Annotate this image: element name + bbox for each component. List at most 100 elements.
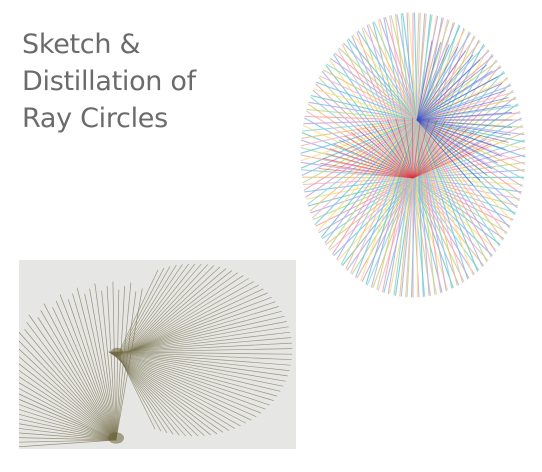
sketch-line [119, 351, 293, 355]
ray-line [412, 177, 489, 262]
ray-line [412, 169, 525, 179]
ray-line [302, 177, 414, 186]
distilled-ray-circles-svg [300, 12, 526, 298]
sketch-line [67, 299, 117, 441]
ray-line [416, 119, 492, 258]
ray-line [416, 12, 421, 121]
sketch-line [26, 321, 117, 441]
ray-line [416, 45, 486, 121]
sketch-line [116, 351, 290, 371]
sketch-line [55, 300, 117, 441]
ray-line [372, 177, 414, 289]
ray-core-line [322, 157, 414, 179]
sketch-line [19, 413, 117, 441]
ray-line [408, 12, 418, 121]
ray-line [379, 18, 418, 121]
sketch-line [109, 351, 211, 436]
ray-core-line [416, 119, 487, 176]
sketch-line [115, 285, 126, 441]
ray-line [416, 119, 496, 252]
ray-line [416, 119, 447, 292]
ray-core-line [416, 119, 506, 150]
ray-line [416, 119, 518, 209]
sketch-line [118, 269, 159, 353]
ray-core-line [371, 123, 414, 179]
sketch-line [110, 351, 205, 436]
ray-line [402, 13, 418, 121]
sketch-line [111, 351, 278, 397]
ray-line [356, 177, 414, 279]
ray-core-line [416, 119, 498, 164]
sketch-line [125, 264, 208, 353]
sketch-line [19, 382, 117, 441]
sketch-line [19, 340, 117, 441]
sketch-line [121, 265, 177, 353]
ray-line [313, 88, 418, 121]
sketch-line [117, 351, 291, 366]
ray-core-line [318, 168, 414, 179]
ray-line [416, 98, 517, 121]
ray-line [416, 119, 500, 247]
ray-line [390, 15, 418, 121]
ray-core-line [412, 117, 422, 179]
ray-line [347, 38, 418, 121]
ray-line [399, 119, 418, 297]
ray-core-line [416, 119, 513, 128]
ray-core-line [416, 83, 503, 121]
ray-line [416, 17, 444, 121]
sketch-line [24, 329, 117, 441]
sketch-line [119, 267, 165, 353]
sketch-line [110, 351, 199, 437]
sketch-line [112, 351, 281, 392]
ray-core-line [416, 119, 474, 186]
sketch-line [19, 393, 117, 441]
ray-line [416, 119, 504, 241]
ray-core-line [357, 128, 414, 179]
ray-line [376, 119, 418, 291]
ray-line [350, 119, 418, 274]
sketch-line [127, 270, 233, 353]
sketch-line [116, 351, 156, 430]
ray-line [345, 119, 418, 270]
ray-core-line [416, 119, 511, 136]
ray-line [412, 177, 420, 298]
sketch-line [108, 351, 247, 424]
sketch-line [19, 348, 117, 441]
ray-line [387, 119, 418, 295]
sketch-line [19, 409, 117, 441]
ray-line [416, 119, 464, 283]
ray-core-line [416, 42, 442, 121]
ray-core-line [412, 128, 468, 179]
ray-core-line [344, 135, 414, 179]
sketch-line [115, 351, 288, 377]
ray-line [416, 119, 507, 235]
ray-core-line [395, 118, 414, 179]
sketch-line [123, 326, 289, 353]
sketch-line [40, 310, 117, 441]
sketch-line [122, 264, 183, 353]
ray-line [302, 119, 418, 132]
sketch-line [123, 263, 189, 353]
sketch-line [59, 294, 117, 441]
sketch-line [19, 439, 117, 448]
ray-line [416, 14, 433, 121]
ray-line [416, 119, 436, 295]
ray-line [416, 119, 483, 268]
sketch-line [109, 351, 262, 414]
ray-line [322, 69, 418, 121]
sketch-line [28, 314, 117, 441]
ray-line [360, 119, 418, 282]
ray-line [416, 85, 512, 121]
ray-core-line [416, 97, 509, 121]
ray-core-line [416, 64, 487, 121]
ray-line [412, 177, 443, 293]
sketch-line [127, 268, 227, 353]
ray-line [416, 91, 514, 121]
ray-line [309, 119, 418, 212]
ray-line [416, 119, 430, 297]
sketch-line [121, 337, 292, 353]
ray-core-line [412, 119, 438, 179]
sketch-line [124, 321, 287, 353]
ray-line [336, 119, 418, 260]
ray-line [320, 119, 418, 238]
